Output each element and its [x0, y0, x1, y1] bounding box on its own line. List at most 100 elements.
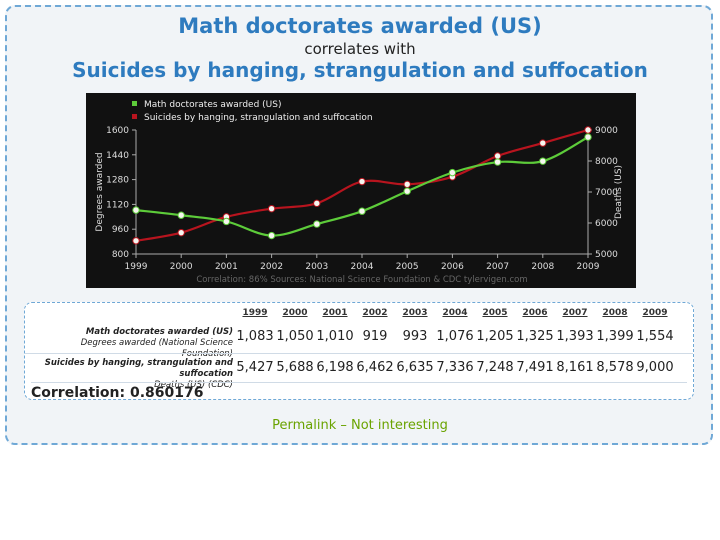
data-point-suicides [493, 152, 502, 160]
legend-swatch [132, 101, 137, 106]
left-tick-label: 1120 [106, 200, 129, 210]
row-subtitle: Degrees awarded (National Science Founda… [80, 338, 233, 359]
table-cell: 1,399 [596, 329, 634, 344]
data-point-math-doctorates [403, 187, 411, 195]
table-cell: 919 [362, 329, 388, 344]
left-tick-label: 1280 [106, 176, 129, 186]
x-tick-label: 2002 [260, 262, 283, 272]
table-year-header: 1999 2000 2001 2002 2003 2004 2005 2006 2007 2008… [235, 308, 675, 318]
x-tick-label: 2007 [486, 262, 509, 272]
line-chart: 800 960 1120 1280 1440 1600 5000 6000 7000 8000 90… [86, 93, 636, 288]
table-cell: 1,010 [316, 329, 354, 344]
y-axis-title-right: Deaths (US) [614, 165, 624, 219]
data-point-suicides [403, 180, 411, 189]
x-tick-label: 2008 [531, 262, 554, 272]
data-point-math-doctorates [313, 220, 321, 228]
row-label: Suicides by hanging, strangulation and s… [29, 358, 233, 391]
legend-swatch [132, 114, 137, 119]
data-point-suicides [584, 126, 592, 134]
table-cell: 8,161 [556, 360, 594, 375]
x-tick-label: 2003 [305, 262, 328, 272]
chart-background [86, 93, 636, 288]
data-point-suicides [267, 204, 276, 213]
year-header-2007: 2007 [562, 308, 588, 318]
data-point-suicides [177, 228, 185, 237]
row-subtitle: Deaths (US) (CDC) [154, 380, 233, 390]
link-separator: – [336, 418, 351, 433]
left-tick-label: 960 [112, 225, 129, 235]
y-axis-title-left: Degrees awarded [95, 152, 105, 231]
table-cell: 5,427 [236, 360, 274, 375]
data-point-math-doctorates [539, 157, 547, 165]
data-point-math-doctorates [493, 158, 502, 166]
table-row: Math doctorates awarded (US) Degrees awa… [25, 323, 693, 359]
x-tick-label: 2001 [215, 262, 238, 272]
right-tick-label: 7000 [595, 188, 618, 198]
year-header-2004: 2004 [442, 308, 468, 318]
year-header-2002: 2002 [362, 308, 388, 318]
title-secondary: Suicides by hanging, strangulation and s… [72, 58, 648, 82]
correlation-value: Correlation: 0.860176 [31, 382, 687, 401]
year-header-2005: 2005 [482, 308, 508, 318]
data-table: 1999 2000 2001 2002 2003 2004 2005 2006 2007 2008… [24, 302, 694, 401]
footer-links: Permalink – Not interesting [0, 418, 720, 433]
data-point-math-doctorates [584, 133, 592, 141]
x-tick-label: 2009 [577, 262, 600, 272]
year-header-2000: 2000 [282, 308, 308, 318]
table-cell: 1,076 [436, 329, 474, 344]
table-cell: 7,491 [516, 360, 554, 375]
row-values: 1,083 1,050 1,010 919 993 1,076 1,205 1,325 1,39… [235, 329, 675, 344]
right-tick-label: 8000 [595, 157, 618, 167]
x-tick-label: 2006 [441, 262, 464, 272]
left-tick-label: 1440 [106, 151, 129, 161]
data-point-suicides [539, 139, 547, 147]
table-cell: 6,198 [316, 360, 354, 375]
table-row: Suicides by hanging, strangulation and s… [25, 353, 693, 390]
table-cell: 1,050 [276, 329, 314, 344]
x-tick-label: 2004 [351, 262, 374, 272]
x-tick-label: 1999 [125, 262, 148, 272]
title-connector: correlates with [304, 40, 416, 58]
table-cell: 8,578 [596, 360, 634, 375]
table-cell: 9,000 [636, 360, 674, 375]
data-point-math-doctorates [132, 206, 140, 214]
right-tick-label: 6000 [595, 219, 618, 229]
data-point-suicides [132, 237, 140, 245]
year-header-2001: 2001 [322, 308, 348, 318]
x-tick-label: 2000 [170, 262, 193, 272]
not-interesting-link[interactable]: Not interesting [351, 418, 448, 433]
row-label: Math doctorates awarded (US) Degrees awa… [29, 327, 233, 360]
right-tick-label: 5000 [595, 250, 618, 260]
table-cell: 6,462 [356, 360, 394, 375]
year-header-2003: 2003 [402, 308, 428, 318]
table-cell: 5,688 [276, 360, 314, 375]
row-values: 5,427 5,688 6,198 6,462 6,635 7,336 7,248 7,491… [235, 360, 675, 375]
table-cell: 1,325 [516, 329, 554, 344]
permalink-link[interactable]: Permalink [272, 418, 337, 433]
table-cell: 1,205 [476, 329, 514, 344]
chart-source-note: Correlation: 86% Sources: National Scien… [196, 275, 527, 285]
data-point-math-doctorates [358, 207, 366, 215]
x-tick-label: 2005 [396, 262, 419, 272]
title-primary: Math doctorates awarded (US) [178, 14, 542, 38]
row-title: Suicides by hanging, strangulation and s… [44, 358, 233, 379]
data-point-math-doctorates [448, 168, 457, 177]
table-cell: 6,635 [396, 360, 434, 375]
year-header-2009: 2009 [642, 308, 668, 318]
data-point-suicides [313, 199, 321, 208]
left-tick-label: 1600 [106, 126, 129, 136]
table-cell: 993 [402, 329, 428, 344]
left-tick-label: 800 [112, 250, 129, 260]
year-header-2006: 2006 [522, 308, 548, 318]
row-title: Math doctorates awarded (US) [85, 327, 233, 337]
table-cell: 7,248 [476, 360, 514, 375]
data-point-math-doctorates [222, 217, 231, 226]
year-header-2008: 2008 [602, 308, 628, 318]
table-cell: 1,083 [236, 329, 274, 344]
legend-label: Suicides by hanging, strangulation and s… [144, 113, 373, 123]
year-header-1999: 1999 [242, 308, 268, 318]
data-point-math-doctorates [267, 231, 276, 240]
table-cell: 7,336 [436, 360, 474, 375]
right-tick-label: 9000 [595, 126, 618, 136]
table-cell: 1,393 [556, 329, 594, 344]
